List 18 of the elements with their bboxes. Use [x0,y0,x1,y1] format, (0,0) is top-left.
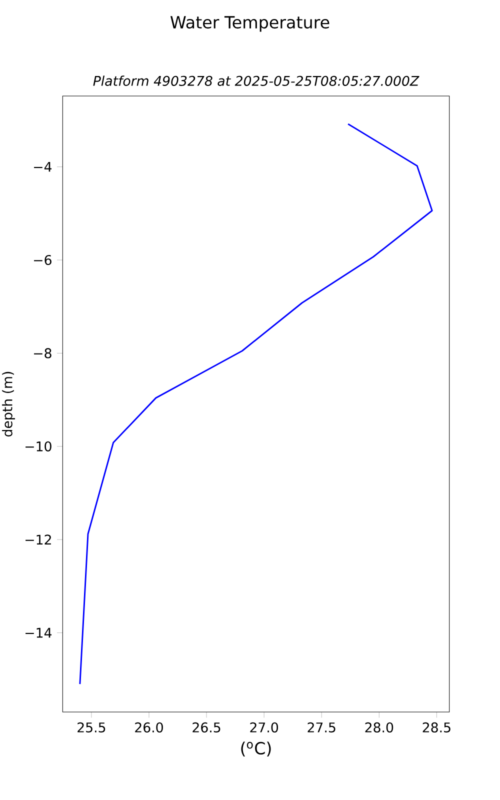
y-tick-label: −14 [26,628,52,638]
x-tick-label: 26.0 [135,722,163,732]
chart-title: Water Temperature [170,16,330,32]
x-tick-label: 27.5 [308,722,336,732]
y-tick-label: −6 [34,254,52,266]
y-tick-label: −4 [34,162,52,172]
x-tick-label: 26.5 [192,722,220,732]
x-axis-title: ($^{o}$C) [241,742,271,756]
x-tick-label: 27.0 [250,722,278,732]
x-tick-label: 25.5 [78,722,106,732]
y-tick-label: −8 [34,348,52,358]
y-axis-title: depth (m) [2,372,15,436]
y-tick-label: −12 [26,534,51,545]
x-tick-label: 28.5 [422,722,450,732]
line-series [79,123,433,685]
y-tick-label: −10 [26,441,52,452]
chart-subtitle: Platform 4903278 at 2025-05-25T08:05:27.000Z [93,76,420,86]
x-tick-label: 28.0 [365,722,394,732]
